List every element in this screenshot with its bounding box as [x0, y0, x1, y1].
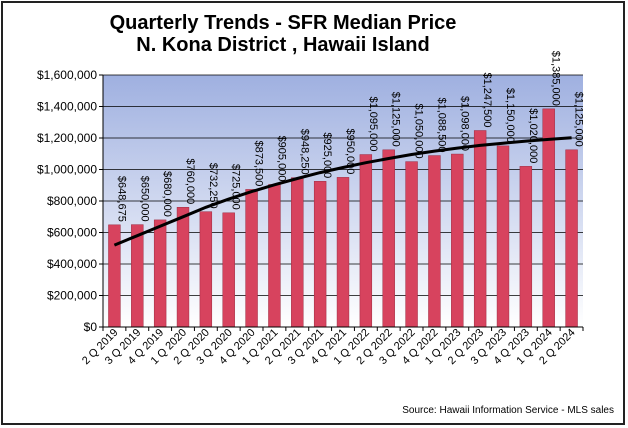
data-label: $1,088,500	[435, 97, 447, 152]
trendline	[113, 136, 572, 247]
y-tick-label: $1,200,000	[37, 131, 97, 145]
chart-subtitle: N. Kona District , Hawaii Island	[136, 34, 429, 56]
data-label: $948,250	[298, 129, 310, 175]
y-tick-label: $1,600,000	[37, 68, 97, 82]
y-axis: $0 $200,000 $400,000 $600,000 $800,000 $1,000…	[37, 68, 103, 334]
y-tick-label: $600,000	[47, 226, 97, 240]
data-label: $1,050,000	[413, 104, 425, 159]
bar	[542, 108, 555, 328]
bar	[405, 161, 418, 328]
y-tick-label: $800,000	[47, 194, 97, 208]
bar	[336, 177, 350, 328]
bar	[291, 177, 304, 328]
data-label: $1,125,000	[573, 92, 585, 147]
bar	[428, 155, 441, 328]
bar	[245, 189, 258, 328]
data-label: $1,020,000	[527, 108, 539, 163]
bar	[268, 184, 281, 328]
data-label: $650,000	[138, 176, 150, 222]
data-label: $873,500	[253, 141, 265, 187]
bar	[496, 145, 510, 328]
source-note: Source: Hawaii Information Service - MLS…	[402, 405, 614, 416]
bar	[313, 181, 327, 328]
bar	[451, 153, 464, 328]
data-label: $680,000	[161, 171, 173, 217]
bar	[108, 224, 121, 328]
data-label: $905,000	[275, 136, 287, 182]
bar	[176, 207, 190, 328]
chart-title: Quarterly Trends - SFR Median Price	[110, 12, 457, 34]
bar	[382, 149, 395, 328]
bar	[222, 212, 235, 328]
bar	[565, 149, 578, 328]
bar	[199, 211, 213, 328]
data-label: $950,000	[344, 128, 356, 174]
data-label: $732,250	[207, 163, 219, 209]
data-label: $648,675	[115, 176, 127, 222]
y-tick-label: $0	[84, 320, 98, 334]
data-label: $1,385,000	[550, 51, 562, 106]
data-label: $1,150,000	[504, 88, 516, 143]
data-label: $1,247,500	[481, 72, 493, 127]
data-label: $1,098,000	[458, 96, 470, 151]
bar	[153, 219, 167, 328]
bar	[473, 130, 487, 328]
bar	[131, 224, 144, 328]
y-tick-label: $1,000,000	[37, 163, 97, 177]
y-tick-label: $200,000	[47, 289, 97, 303]
bar	[519, 166, 533, 328]
data-label: $760,000	[184, 158, 196, 204]
data-label: $725,000	[230, 164, 242, 210]
y-tick-label: $400,000	[47, 257, 97, 271]
data-label: $925,000	[321, 132, 333, 178]
bar-series	[108, 108, 578, 328]
data-label: $1,095,000	[367, 96, 379, 151]
data-label: $1,125,000	[390, 92, 402, 147]
bar	[359, 154, 373, 328]
y-tick-label: $1,400,000	[37, 100, 97, 114]
data-labels: $648,675 $650,000 $680,000 $760,000 $732,250…	[115, 51, 584, 222]
